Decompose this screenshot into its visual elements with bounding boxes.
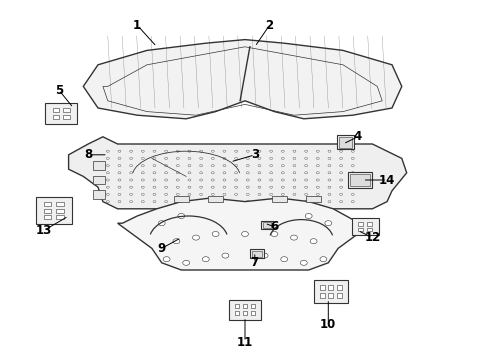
Bar <box>252 251 262 257</box>
Bar <box>367 222 372 226</box>
Circle shape <box>163 257 170 262</box>
Bar <box>358 222 363 226</box>
Bar <box>208 196 223 202</box>
Circle shape <box>271 231 278 237</box>
Circle shape <box>202 257 209 262</box>
Text: 5: 5 <box>55 84 63 96</box>
Circle shape <box>158 221 165 226</box>
Bar <box>93 190 105 199</box>
Text: 8: 8 <box>84 148 92 161</box>
Text: 10: 10 <box>320 318 337 330</box>
Bar <box>261 221 273 229</box>
Text: 4: 4 <box>354 130 362 143</box>
Circle shape <box>300 260 307 265</box>
Circle shape <box>320 257 327 262</box>
Bar <box>56 202 64 206</box>
Bar <box>250 249 264 258</box>
Bar <box>367 228 372 231</box>
Polygon shape <box>83 40 402 119</box>
Bar <box>229 300 261 320</box>
Bar <box>53 108 59 112</box>
Bar <box>263 222 271 228</box>
Bar <box>352 218 379 235</box>
Bar <box>348 172 372 188</box>
Text: 12: 12 <box>364 231 381 244</box>
Text: 7: 7 <box>251 256 259 269</box>
Bar <box>337 293 342 298</box>
Bar <box>44 215 51 219</box>
Bar <box>306 196 321 202</box>
Bar <box>250 311 255 315</box>
Circle shape <box>261 253 268 258</box>
Bar <box>174 196 189 202</box>
Bar <box>337 135 354 149</box>
Bar <box>53 115 59 119</box>
Circle shape <box>193 235 199 240</box>
Polygon shape <box>69 137 407 209</box>
Text: 9: 9 <box>158 242 166 255</box>
Circle shape <box>178 213 185 219</box>
Circle shape <box>212 231 219 237</box>
Bar <box>272 196 287 202</box>
Text: 1: 1 <box>133 19 141 32</box>
Bar <box>63 108 70 112</box>
Bar <box>243 311 247 315</box>
Bar <box>339 137 352 148</box>
Circle shape <box>291 235 297 240</box>
Bar <box>93 161 105 170</box>
Bar <box>235 311 240 315</box>
Text: 13: 13 <box>36 224 52 237</box>
Text: 11: 11 <box>237 336 253 348</box>
Bar <box>250 304 255 308</box>
Bar <box>63 115 70 119</box>
Text: 3: 3 <box>251 148 259 161</box>
Bar <box>319 285 325 290</box>
Circle shape <box>173 239 180 244</box>
Circle shape <box>281 257 288 262</box>
Text: 2: 2 <box>266 19 273 32</box>
Bar <box>319 293 325 298</box>
Bar <box>93 176 105 184</box>
Circle shape <box>222 253 229 258</box>
Bar <box>56 208 64 213</box>
Bar <box>328 285 333 290</box>
Circle shape <box>325 221 332 226</box>
Bar <box>337 285 342 290</box>
Bar <box>243 304 247 308</box>
Circle shape <box>183 260 190 265</box>
Circle shape <box>310 239 317 244</box>
Text: 14: 14 <box>379 174 395 186</box>
Polygon shape <box>118 198 358 270</box>
Bar <box>44 208 51 213</box>
Circle shape <box>242 231 248 237</box>
Bar <box>44 202 51 206</box>
Bar <box>328 293 333 298</box>
Bar <box>36 197 73 224</box>
Bar <box>314 280 348 303</box>
Bar <box>235 304 240 308</box>
Bar <box>45 103 77 124</box>
Circle shape <box>305 213 312 219</box>
Bar <box>350 174 370 186</box>
Bar <box>358 228 363 231</box>
Text: 6: 6 <box>270 220 278 233</box>
Bar <box>56 215 64 219</box>
